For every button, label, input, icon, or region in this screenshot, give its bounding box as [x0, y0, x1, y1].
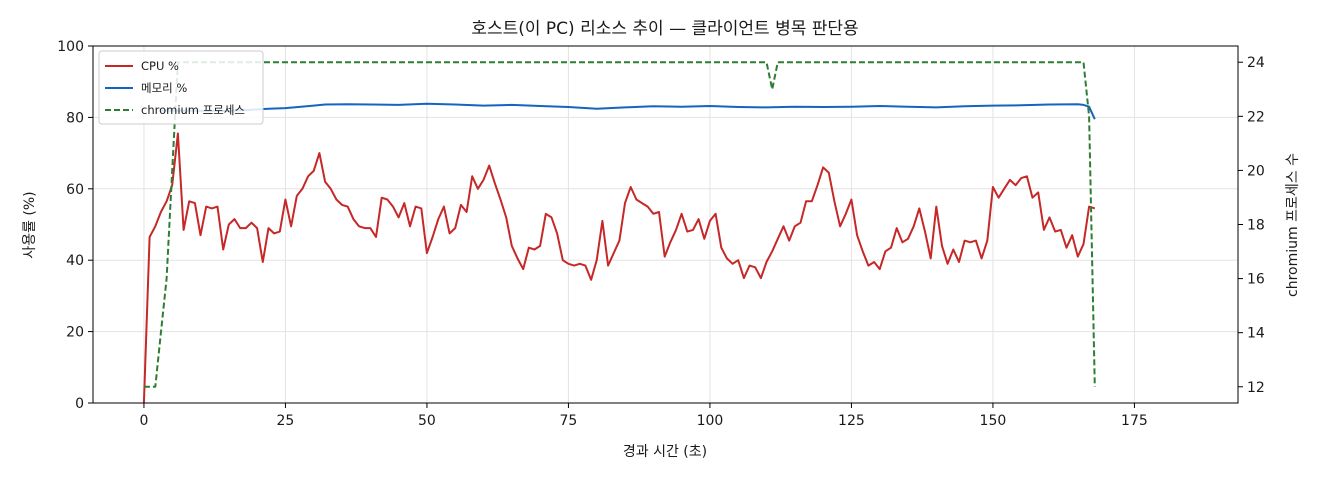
series-line-3 — [143, 61, 1096, 388]
x-tick-label: 150 — [980, 413, 1007, 429]
x-tick-label: 125 — [838, 413, 865, 429]
y-tick-label: 60 — [66, 182, 84, 198]
x-tick-label: 175 — [1121, 413, 1148, 429]
y2-axis-title: chromium 프로세스 수 — [1285, 153, 1301, 297]
x-tick-label: 0 — [139, 413, 148, 429]
y-tick-label: 20 — [66, 325, 84, 341]
series-layer — [142, 61, 1096, 404]
plot-area-frame — [92, 45, 1239, 404]
series-line-2 — [160, 102, 1096, 120]
legend-label: chromium 프로세스 — [141, 103, 245, 117]
x-axis: 0 25 50 75 100 125 150 175 — [139, 403, 1148, 429]
y2-tick-label: 20 — [1247, 163, 1265, 179]
y-tick-label: 100 — [57, 39, 84, 55]
series-line-1 — [142, 132, 1096, 404]
legend-label: 메모리 % — [141, 81, 187, 95]
x-tick-label: 75 — [560, 413, 578, 429]
legend-frame — [98, 50, 264, 125]
x-tick-label: 100 — [697, 413, 724, 429]
x-axis-title: 경과 시간 (초) — [623, 444, 707, 460]
y-tick-label: 0 — [75, 396, 84, 412]
y2-tick-label: 24 — [1247, 55, 1265, 71]
legend-label: CPU % — [141, 59, 179, 73]
y2-tick-label: 16 — [1247, 272, 1265, 288]
y-axis-right: 12 14 16 18 20 22 24 — [1238, 55, 1265, 396]
chart-title: 호스트(이 PC) 리소스 추이 — 클라이언트 병목 판단용 — [471, 19, 858, 39]
y-tick-label: 40 — [66, 253, 84, 269]
grid — [93, 45, 1238, 404]
y-tick-label: 80 — [66, 110, 84, 126]
y-axis-title: 사용률 (%) — [22, 191, 38, 258]
x-tick-label: 25 — [277, 413, 295, 429]
y2-tick-label: 12 — [1247, 380, 1265, 396]
x-tick-label: 50 — [418, 413, 436, 429]
y2-tick-label: 18 — [1247, 218, 1265, 234]
y-axis-left: 0 20 40 60 80 100 — [57, 39, 93, 412]
legend: CPU % 메모리 % chromium 프로세스 — [98, 50, 264, 125]
y2-tick-label: 14 — [1247, 326, 1265, 342]
y2-tick-label: 22 — [1247, 109, 1265, 125]
